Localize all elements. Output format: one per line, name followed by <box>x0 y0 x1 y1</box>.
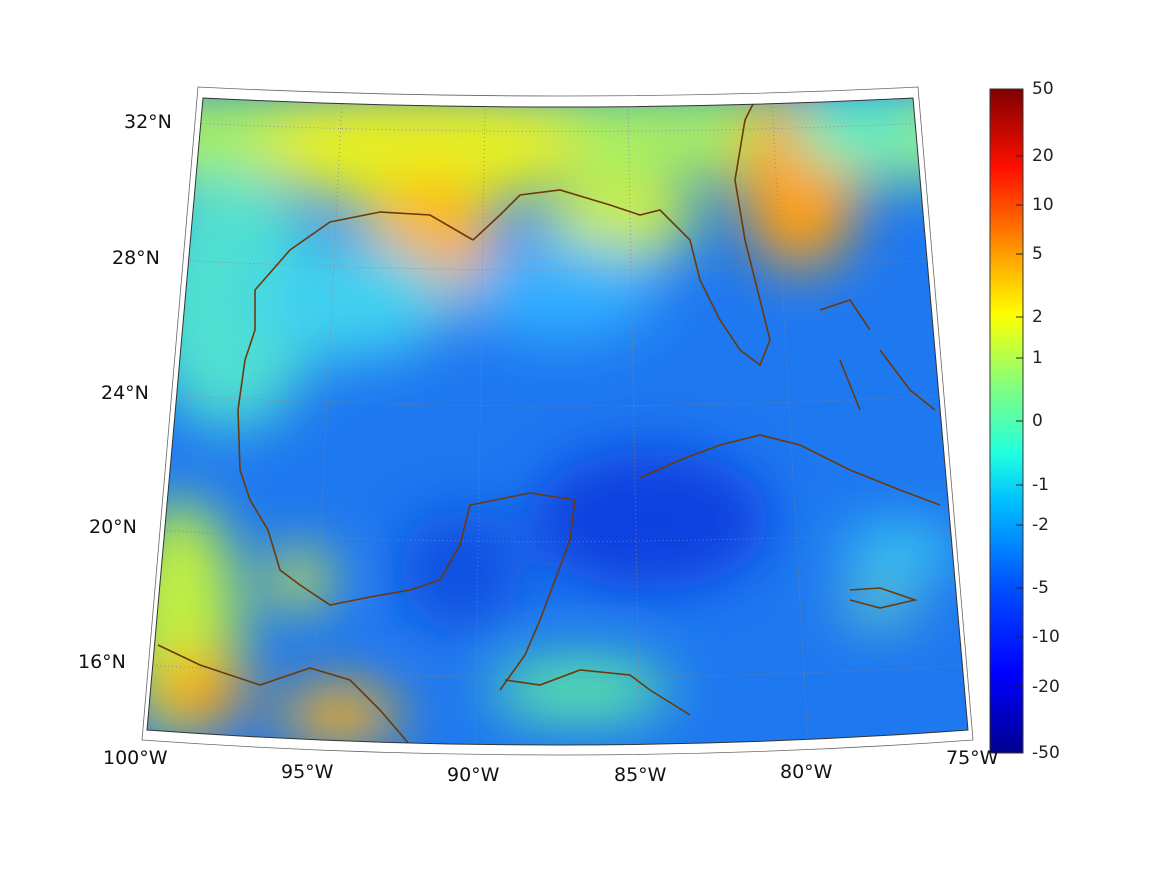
lat-label: 28°N <box>112 247 160 269</box>
colorbar-label: -50 <box>1032 743 1060 763</box>
lon-label: 75°W <box>946 747 999 769</box>
lon-label: 80°W <box>780 761 833 783</box>
colorbar-label: 20 <box>1032 146 1054 166</box>
colorbar-label: -10 <box>1032 627 1060 647</box>
lat-label: 24°N <box>101 382 149 404</box>
graticule <box>147 99 966 745</box>
colorbar-label: 10 <box>1032 195 1054 215</box>
colorbar-label: -1 <box>1032 475 1049 495</box>
colorbar-label: 50 <box>1032 79 1054 99</box>
colorbar-label: -5 <box>1032 578 1049 598</box>
lat-label: 20°N <box>89 516 137 538</box>
lat-label: 16°N <box>78 651 126 673</box>
colorbar-label: -20 <box>1032 677 1060 697</box>
coastlines <box>157 99 941 745</box>
colorbar-ticks <box>1016 155 1023 688</box>
colorbar-label: -2 <box>1032 515 1049 535</box>
data-field <box>147 98 968 745</box>
lon-label: 100°W <box>103 747 168 769</box>
colorbar-label: 5 <box>1032 244 1043 264</box>
lon-label: 85°W <box>614 764 667 786</box>
colorbar-label: 1 <box>1032 348 1043 368</box>
lon-label: 90°W <box>447 764 500 786</box>
colorbar-label: 0 <box>1032 411 1043 431</box>
colorbar-label: 2 <box>1032 307 1043 327</box>
lon-label: 95°W <box>281 761 334 783</box>
map-frame <box>146 97 969 746</box>
lat-label: 32°N <box>124 111 172 133</box>
